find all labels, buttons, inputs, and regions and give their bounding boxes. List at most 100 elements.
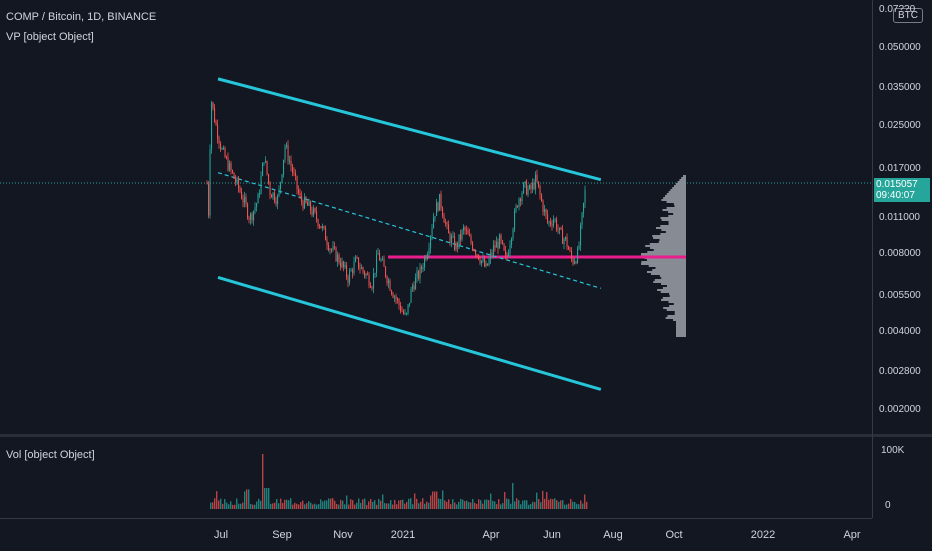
volume-bar — [234, 504, 236, 509]
candle-body — [341, 261, 343, 267]
candle-body — [517, 205, 519, 208]
current-price-tag: 0.015057 09:40:07 — [874, 178, 930, 202]
volume-profile-bar — [663, 307, 686, 309]
volume-bar — [552, 499, 554, 509]
time-label-apr-2022: Apr — [843, 529, 861, 541]
volume-bar — [364, 498, 366, 509]
candle-body — [541, 194, 543, 201]
price-chart-canvas[interactable] — [0, 0, 872, 434]
candle-body — [571, 250, 573, 260]
volume-bar — [226, 502, 228, 509]
candle-body — [547, 214, 549, 222]
volume-bar — [266, 488, 268, 509]
volume-profile-bar — [683, 175, 686, 177]
candle-body — [566, 236, 568, 248]
candle-body — [506, 254, 508, 257]
volume-profile-bar — [648, 265, 686, 267]
volume-profile-bar — [665, 231, 686, 233]
candle-body — [431, 228, 433, 237]
candle-body — [244, 197, 246, 203]
volume-bar — [306, 503, 308, 509]
volume-bar — [424, 503, 426, 509]
volume-profile-bar — [666, 193, 686, 195]
candle-body — [275, 201, 277, 205]
candle-body — [299, 193, 301, 197]
volume-profile-bar — [660, 291, 686, 293]
volume-bar — [308, 501, 310, 509]
candle-body — [310, 201, 312, 211]
candle-body — [283, 159, 285, 175]
volume-profile-bar — [646, 259, 686, 261]
candle-body — [473, 249, 475, 251]
volume-profile-bar — [641, 261, 686, 263]
volume-bar — [384, 503, 386, 509]
volume-bar — [482, 503, 484, 509]
candle-body — [332, 246, 334, 250]
volume-profile-legend[interactable]: VP [object Object] — [6, 31, 94, 43]
candle-body — [208, 183, 210, 216]
candle-body — [428, 248, 430, 255]
candle-body — [388, 280, 390, 284]
candle-body — [479, 259, 481, 264]
volume-profile-bar — [662, 297, 686, 299]
candle-body — [212, 102, 214, 108]
price-chart-pane[interactable]: COMP / Bitcoin, 1D, BINANCE VP [object O… — [0, 0, 872, 434]
volume-bar — [574, 501, 576, 509]
volume-bar — [358, 498, 360, 509]
volume-bar — [318, 504, 320, 509]
volume-bar — [562, 500, 564, 509]
volume-profile-bar — [667, 315, 686, 317]
volume-bar — [332, 498, 334, 509]
candle-body — [430, 236, 432, 249]
candle-body — [502, 240, 504, 244]
candle-body — [539, 186, 541, 195]
candle-body — [242, 198, 244, 203]
volume-bar — [372, 501, 374, 509]
volume-bar — [508, 499, 510, 509]
candle-body — [527, 188, 529, 195]
volume-tick-100k: 100K — [881, 445, 905, 456]
volume-bar — [282, 503, 284, 509]
current-price: 0.015057 — [876, 179, 918, 190]
candle-body — [340, 262, 342, 267]
volume-chart-canvas[interactable] — [0, 437, 872, 518]
volume-profile-bar — [657, 289, 686, 291]
volume-bar — [320, 499, 322, 509]
time-axis[interactable]: Jul Sep Nov 2021 Apr Jun Aug Oct 2022 Ap… — [0, 518, 872, 551]
volume-bar — [528, 504, 530, 509]
volume-bar — [462, 499, 464, 509]
price-axis[interactable]: BTC 0.07??0 0.050000 0.035000 0.025000 0.01… — [872, 0, 932, 518]
candle-body — [418, 271, 420, 279]
candle-body — [560, 227, 562, 230]
volume-profile-bar — [661, 219, 686, 221]
candle-body — [409, 302, 411, 305]
volume-legend[interactable]: Vol [object Object] — [6, 449, 95, 461]
candle-body — [368, 274, 370, 286]
candle-body — [281, 174, 283, 183]
volume-bar — [430, 495, 432, 509]
volume-bar — [434, 491, 436, 509]
candle-body — [233, 172, 235, 179]
candle-body — [580, 225, 582, 246]
candle-body — [542, 200, 544, 213]
volume-profile-bar — [655, 267, 686, 269]
candle-body — [392, 293, 394, 298]
currency-badge[interactable]: BTC — [893, 8, 923, 23]
volume-bar — [242, 502, 244, 509]
candle-body — [325, 227, 327, 241]
pane-separator[interactable] — [0, 434, 932, 437]
candle-body — [254, 207, 256, 211]
candle-body — [331, 249, 333, 251]
volume-profile-bar — [666, 207, 686, 209]
volume-bar — [288, 500, 290, 509]
volume-bar — [330, 498, 332, 509]
volume-bar — [382, 494, 384, 509]
symbol-legend[interactable]: COMP / Bitcoin, 1D, BINANCE — [6, 11, 157, 23]
volume-profile-bar — [668, 223, 686, 225]
volume-profile-bar — [656, 227, 686, 229]
candle-body — [395, 296, 397, 300]
volume-bar — [338, 504, 340, 509]
volume-bar — [582, 503, 584, 509]
volume-pane[interactable]: Vol [object Object] — [0, 437, 872, 518]
candle-body — [469, 234, 471, 236]
